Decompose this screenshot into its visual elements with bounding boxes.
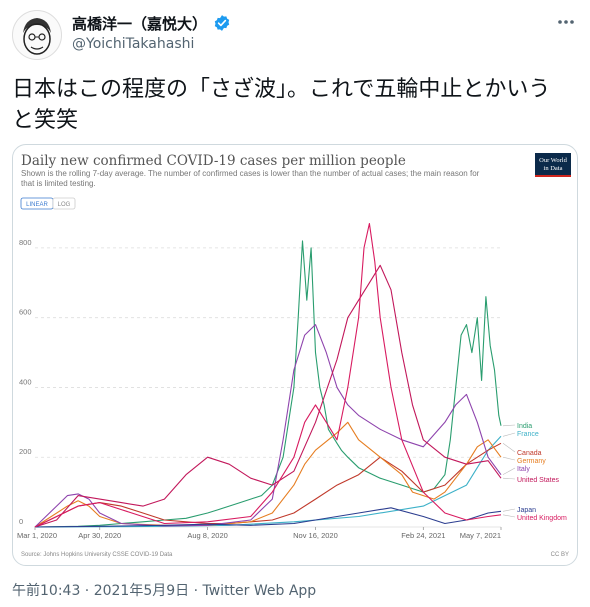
y-tick-label: 0	[19, 517, 23, 526]
legend-label[interactable]: Canada	[517, 450, 542, 457]
legend-label[interactable]: United Kingdom	[517, 515, 567, 522]
tweet-media-card[interactable]: Daily new confirmed COVID-19 cases per m…	[12, 144, 578, 566]
log-toggle-label: LOG	[58, 202, 71, 208]
x-tick-label: May 7, 2021	[460, 531, 501, 540]
more-horizontal-icon[interactable]	[554, 10, 578, 34]
legend-leader-line	[502, 477, 516, 480]
legend-leader-line	[502, 456, 516, 461]
x-axis: Mar 1, 2020 Apr 30, 2020 Aug 8, 2020 Nov 16…	[17, 527, 502, 540]
series-line-india[interactable]	[34, 240, 502, 528]
series-line-japan[interactable]	[34, 507, 502, 528]
legend-leader-line	[502, 467, 516, 475]
y-tick-label: 400	[19, 377, 32, 386]
series-line-canada[interactable]	[34, 442, 502, 528]
display-name[interactable]: 高橋洋一（嘉悦大）	[72, 14, 208, 33]
verified-badge-icon	[214, 15, 230, 31]
series-line-united-kingdom[interactable]	[34, 222, 502, 528]
legend-leader-line	[502, 424, 516, 427]
logo-line-2: in Data	[544, 165, 563, 172]
series-line-united-states[interactable]	[34, 264, 502, 528]
tweet-meta: 午前10:43 · 2021年5月9日 · Twitter Web App	[12, 580, 316, 600]
chart-series	[34, 222, 502, 528]
tweet-timestamp[interactable]: 午前10:43 · 2021年5月9日 · Twitter Web App	[12, 583, 317, 599]
scale-toggle: LINEAR LOG	[20, 197, 76, 210]
y-tick-label: 800	[19, 238, 32, 247]
y-tick-label: 200	[19, 447, 32, 456]
chart-subtitle: Shown is the rolling 7-day average. The …	[21, 169, 480, 188]
series-line-italy[interactable]	[34, 324, 502, 528]
series-line-germany[interactable]	[34, 421, 502, 528]
chart-license: CC BY	[551, 552, 569, 558]
series-line-france[interactable]	[34, 435, 502, 528]
x-tick-label: Feb 24, 2021	[401, 531, 445, 540]
linear-toggle-label: LINEAR	[26, 202, 48, 208]
covid-cases-chart: Daily new confirmed COVID-19 cases per m…	[17, 153, 571, 558]
legend-label[interactable]: United States	[517, 477, 560, 484]
avatar[interactable]	[12, 10, 62, 60]
x-tick-label: Apr 30, 2020	[78, 531, 121, 540]
logo-line-1: Our World	[539, 157, 567, 164]
chart-source: Source: Johns Hopkins University CSSE CO…	[21, 552, 173, 558]
legend-label[interactable]: France	[517, 431, 539, 438]
x-tick-label: Mar 1, 2020	[17, 531, 57, 540]
log-toggle-button[interactable]	[52, 197, 76, 210]
chart-grid: 0 200 400 600 800	[19, 238, 501, 528]
chart-title: Daily new confirmed COVID-19 cases per m…	[21, 153, 406, 169]
x-tick-label: Nov 16, 2020	[293, 531, 338, 540]
legend-leader-line	[502, 514, 516, 518]
user-handle[interactable]: @YoichiTakahashi	[72, 36, 195, 52]
legend-label[interactable]: Japan	[517, 507, 536, 514]
legend-label[interactable]: India	[517, 423, 532, 430]
legend-leader-line	[502, 432, 516, 437]
legend-label[interactable]: Italy	[517, 466, 530, 473]
y-tick-label: 600	[19, 308, 32, 317]
tweet-header: 高橋洋一（嘉悦大） @YoichiTakahashi	[12, 10, 578, 60]
legend-leader-line	[502, 443, 516, 453]
avatar-caricature-icon	[13, 11, 61, 59]
legend-leader-line	[502, 508, 516, 512]
x-tick-label: Aug 8, 2020	[187, 531, 227, 540]
legend-label[interactable]: Germany	[517, 458, 546, 465]
tweet-text: 日本はこの程度の「さざ波」。これで五輪中止とかいうと笑笑	[12, 77, 551, 133]
owid-logo[interactable]: Our World in Data	[535, 153, 571, 177]
